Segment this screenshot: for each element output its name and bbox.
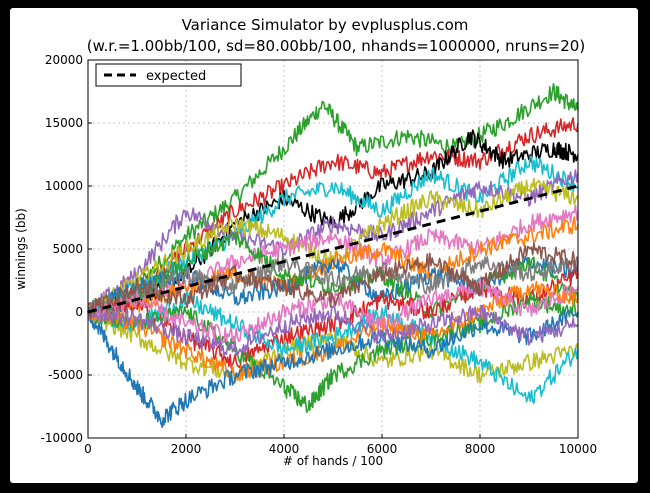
run-line-18 xyxy=(87,303,579,357)
legend-box xyxy=(95,63,242,87)
y-tick-label: 10000 xyxy=(45,179,83,193)
run-line-19 xyxy=(87,278,579,344)
chart-subtitle: (w.r.=1.00bb/100, sd=80.00bb/100, nhands… xyxy=(87,37,585,55)
expected-layer xyxy=(87,184,579,314)
x-tick-label: 4000 xyxy=(269,442,300,456)
y-tick-label: -5000 xyxy=(48,368,83,382)
y-tick-label: 5000 xyxy=(52,242,83,256)
y-tick-label: 20000 xyxy=(45,53,83,67)
x-tick-label: 10000 xyxy=(559,442,597,456)
ticks: 0 2000 4000 6000 8000 10000 -10000 -5000 0 5000 10… xyxy=(40,53,597,456)
x-tick-label: 0 xyxy=(84,442,92,456)
run-line-17 xyxy=(87,306,579,429)
legend-expected-label: expected xyxy=(146,69,206,84)
run-line-20 xyxy=(87,242,579,320)
x-tick-label: 6000 xyxy=(367,442,398,456)
legend: expected xyxy=(95,63,242,87)
run-line-1 xyxy=(87,83,579,315)
run-line-5 xyxy=(87,169,579,318)
run-line-11 xyxy=(87,253,579,320)
series-layer xyxy=(87,83,579,429)
run-line-15 xyxy=(87,291,579,414)
chart-title: Variance Simulator by evplusplus.com xyxy=(182,16,469,34)
expected-line xyxy=(87,184,579,314)
x-tick-label: 8000 xyxy=(465,442,496,456)
y-axis-label: winnings (bb) xyxy=(14,208,28,290)
y-tick-label: -10000 xyxy=(40,431,83,445)
y-tick-label: 0 xyxy=(75,305,83,319)
y-tick-label: 15000 xyxy=(45,116,83,130)
x-tick-label: 2000 xyxy=(171,442,202,456)
x-axis-label: # of hands / 100 xyxy=(283,454,383,468)
